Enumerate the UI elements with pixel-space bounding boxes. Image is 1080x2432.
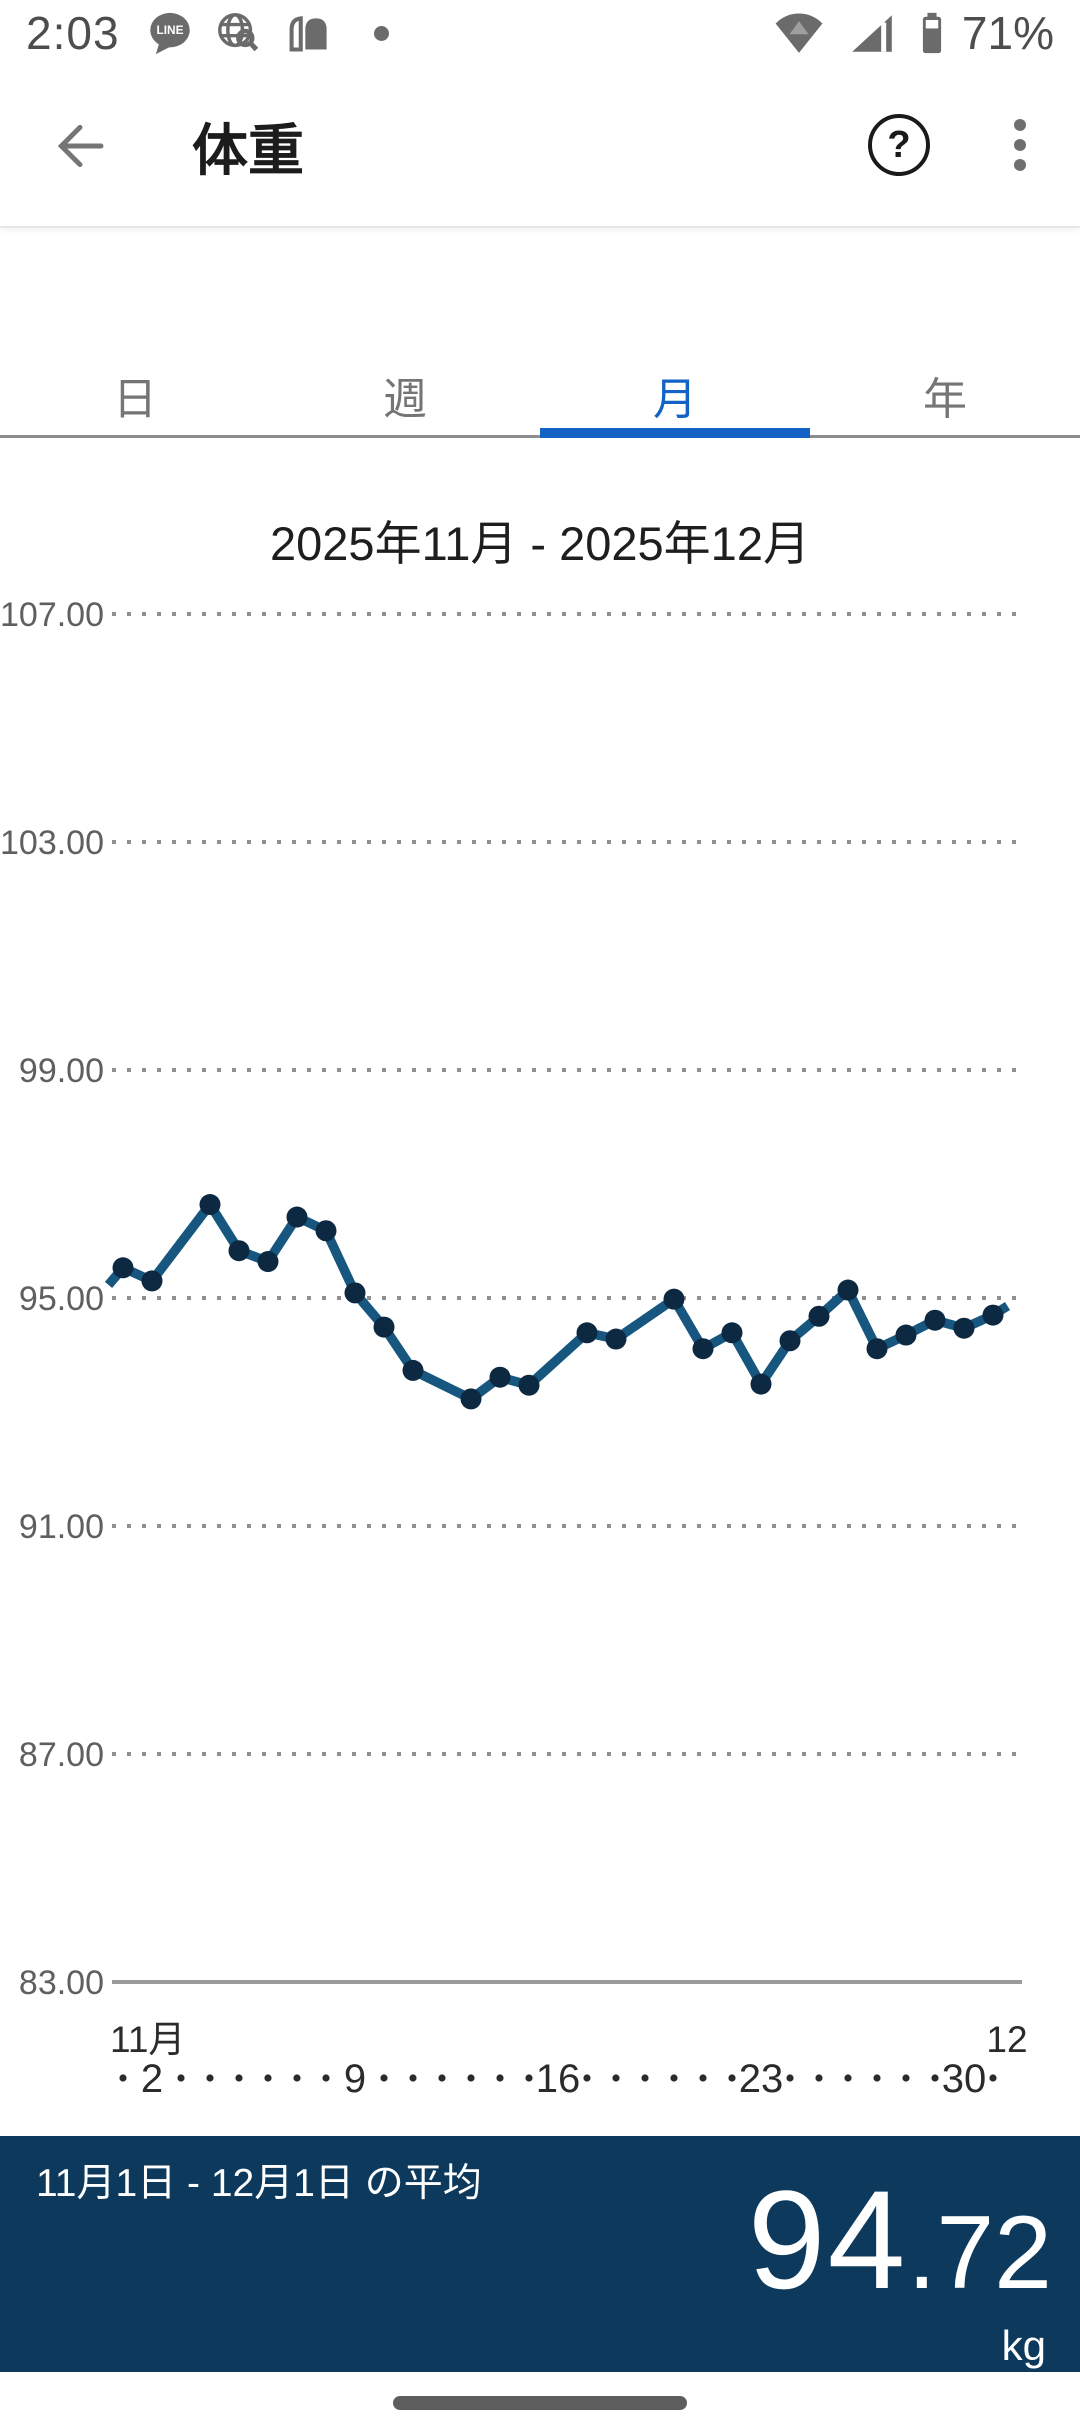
- clock: 2:03: [26, 7, 120, 59]
- svg-text:95.00: 95.00: [19, 1280, 104, 1318]
- overflow-dot: [1014, 139, 1026, 151]
- tab-day[interactable]: 日: [0, 352, 270, 438]
- svg-text:30: 30: [942, 2057, 987, 2101]
- average-value-decimal: .72: [907, 2195, 1052, 2311]
- svg-text:83.00: 83.00: [19, 1964, 104, 2002]
- battery-percent: 71%: [961, 7, 1054, 59]
- tab-week[interactable]: 週: [270, 352, 540, 438]
- svg-text:91.00: 91.00: [19, 1508, 104, 1546]
- period-tab-bar: 日 週 月 年: [0, 352, 1080, 438]
- page-title: 体重: [192, 119, 304, 182]
- notification-dot: [373, 25, 389, 41]
- home-indicator-pill[interactable]: [393, 2396, 687, 2410]
- average-summary-panel: 11月1日 - 12月1日 の平均 94 .72 kg: [0, 2136, 1080, 2372]
- chart-date-range-title: 2025年11月 - 2025年12月: [270, 517, 810, 570]
- cellular-signal-icon: [847, 11, 897, 55]
- svg-text:9: 9: [344, 2057, 366, 2101]
- wifi-icon: [773, 11, 825, 55]
- svg-text:87.00: 87.00: [19, 1736, 104, 1774]
- tab-year[interactable]: 年: [810, 352, 1080, 438]
- average-range-label: 11月1日 - 12月1日 の平均: [36, 2162, 482, 2205]
- battery-icon: [919, 10, 945, 56]
- help-button[interactable]: ?: [868, 114, 930, 176]
- overflow-menu-button[interactable]: [998, 112, 1042, 178]
- svg-text:99.00: 99.00: [19, 1052, 104, 1090]
- overflow-dot: [1014, 119, 1026, 131]
- svg-text:103.00: 103.00: [0, 824, 104, 862]
- door-open-icon: [283, 11, 335, 55]
- svg-text:16: 16: [536, 2057, 581, 2101]
- svg-text:2: 2: [141, 2057, 163, 2101]
- active-tab-indicator: [540, 428, 810, 438]
- back-arrow-icon: [52, 124, 108, 177]
- tab-week-label: 週: [383, 375, 427, 424]
- tab-day-label: 日: [113, 375, 157, 424]
- app-bar: 体重 ?: [0, 66, 1080, 228]
- average-unit: kg: [1001, 2322, 1046, 2369]
- line-app-icon: LINE: [147, 10, 193, 56]
- web-search-icon: [215, 10, 261, 56]
- tab-month-label: 月: [653, 375, 697, 424]
- question-mark-icon: ?: [887, 124, 911, 166]
- svg-text:12: 12: [986, 2019, 1027, 2060]
- tab-month[interactable]: 月: [540, 352, 810, 438]
- svg-text:11月: 11月: [110, 2019, 185, 2060]
- svg-text:107.00: 107.00: [0, 596, 104, 634]
- svg-text:23: 23: [739, 2057, 784, 2101]
- overflow-dot: [1014, 159, 1026, 171]
- average-value: 94 .72: [748, 2170, 1052, 2310]
- tab-year-label: 年: [923, 375, 967, 424]
- back-button[interactable]: [52, 118, 108, 174]
- status-bar: 2:03 LINE: [0, 0, 1080, 66]
- line-icon-label: LINE: [156, 23, 183, 37]
- average-value-integer: 94: [747, 2161, 908, 2318]
